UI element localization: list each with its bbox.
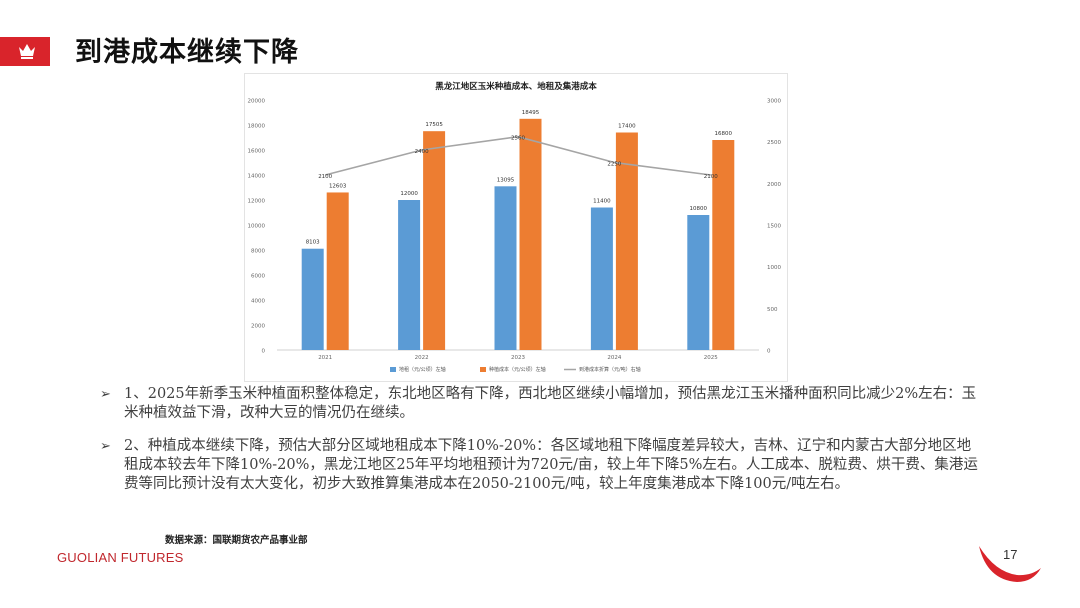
chart-svg: 黑龙江地区玉米种植成本、地租及集港成本 0 2000 4000 6000 8000 1000… [248,81,782,373]
line-data-label: 2400 [415,149,429,155]
y-left-tick-label: 6000 [251,274,265,280]
y-right-tick-label: 1500 [767,224,781,230]
y-right-tick-label: 3000 [767,99,781,105]
bar-planting-cost [423,131,446,350]
bar-planting-cost [615,132,638,350]
bar-data-label: 17505 [425,122,443,128]
bar-data-label: 12000 [400,191,418,197]
bar-rent [301,248,324,350]
bar-rent [494,186,517,350]
page-title: 到港成本继续下降 [75,37,299,68]
y-left-tick-label: 18000 [248,124,266,130]
y-right-tick-label: 1000 [767,265,781,271]
chart-title: 黑龙江地区玉米种植成本、地租及集港成本 [435,81,597,92]
footer-logo: GUOLIAN FUTURES [57,550,184,565]
y-left-tick-label: 16000 [248,149,266,155]
crown-icon [19,44,35,59]
bullet-item: ➢ 1、2025年新季玉米种植面积整体稳定，东北地区略有下降，西北地区继续小幅增… [100,385,980,423]
line-data-label: 2100 [704,174,718,180]
x-tick-label: 2025 [704,355,718,361]
bar-rent [398,200,421,350]
x-tick-label: 2022 [415,355,429,361]
page-number-badge: 17 [975,538,1045,588]
legend-swatch [480,367,486,372]
bar-data-label: 8103 [306,240,320,246]
bullet-list: ➢ 1、2025年新季玉米种植面积整体稳定，东北地区略有下降，西北地区继续小幅增… [100,385,980,508]
bar-planting-cost [326,192,349,350]
y-right-tick-label: 2000 [767,182,781,188]
line-data-label: 2250 [607,162,621,168]
brand-block [0,37,50,66]
bar-rent [590,207,613,350]
bullet-text: 1、2025年新季玉米种植面积整体稳定，东北地区略有下降，西北地区继续小幅增加，… [124,386,977,421]
data-source: 数据来源：国联期货农产品事业部 [165,535,308,546]
bar-data-label: 13095 [497,177,515,183]
bar-data-label: 11400 [593,199,611,205]
bar-planting-cost [519,118,542,350]
x-tick-label: 2021 [318,355,332,361]
line-data-label: 2100 [318,174,332,180]
y-right-tick-label: 2500 [767,140,781,146]
legend-label: 种植成本（元/公顷）左轴 [489,366,546,373]
bullet-arrow-icon: ➢ [100,439,111,454]
y-left-tick-label: 12000 [248,199,266,205]
page-number: 17 [1003,547,1018,562]
bullet-text: 2、种植成本继续下降，预估大部分区域地租成本下降10%-20%：各区域地租下降幅… [124,438,978,492]
y-left-tick-label: 2000 [251,324,265,330]
chart-container: 黑龙江地区玉米种植成本、地租及集港成本 0 2000 4000 6000 8000 1000… [244,73,788,382]
y-right-tick-label: 0 [767,349,771,355]
bar-data-label: 12603 [329,183,347,189]
legend-swatch [390,367,396,372]
bar-data-label: 17400 [618,124,636,130]
bar-rent [687,215,710,350]
y-left-tick-label: 20000 [248,99,266,105]
y-left-tick-label: 8000 [251,249,265,255]
line-data-label: 2560 [511,136,525,142]
y-left-tick-label: 10000 [248,224,266,230]
bar-data-label: 10800 [690,206,708,212]
legend-label: 到港成本折算（元/吨）右轴 [579,366,641,373]
bullet-arrow-icon: ➢ [100,387,111,402]
series-line-port-cost [324,135,711,176]
y-left-tick-label: 0 [262,349,266,355]
y-left-tick-label: 4000 [251,299,265,305]
legend-label: 地租（元/公顷）左轴 [399,366,446,373]
bullet-item: ➢ 2、种植成本继续下降，预估大部分区域地租成本下降10%-20%：各区域地租下… [100,437,980,494]
x-tick-label: 2024 [607,355,621,361]
bar-planting-cost [712,140,735,350]
y-right-tick-label: 500 [767,307,778,313]
bar-data-label: 16800 [715,131,733,137]
y-left-tick-label: 14000 [248,174,266,180]
page-arc-icon [979,546,1041,582]
x-tick-label: 2023 [511,355,525,361]
bar-data-label: 18495 [522,110,540,116]
